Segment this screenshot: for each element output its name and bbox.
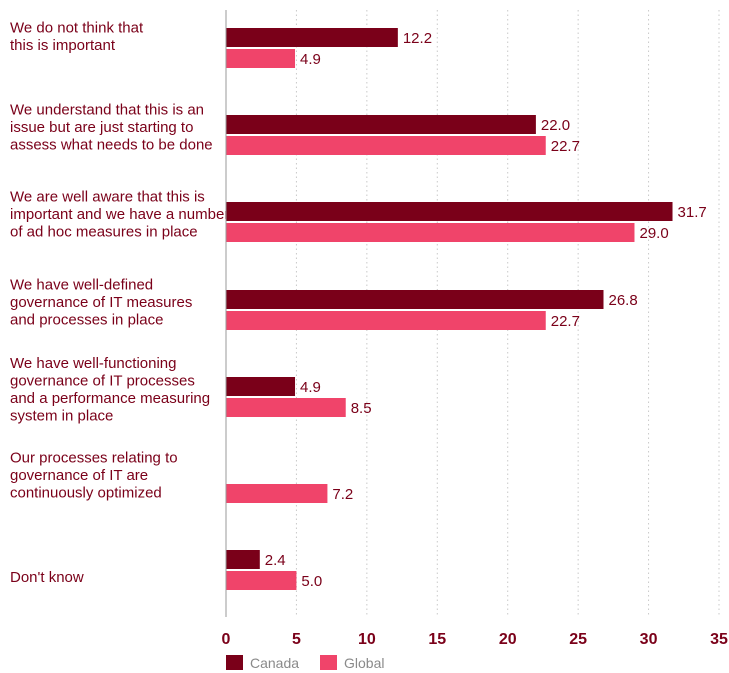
bar-global-3 (226, 311, 546, 330)
bar-global-4 (226, 398, 346, 417)
category-label-line: governance of IT processes (10, 372, 195, 389)
x-tick-label-5: 5 (292, 631, 301, 648)
bar-canada-3 (226, 290, 604, 309)
category-label-line: Our processes relating to (10, 450, 178, 467)
legend-label-canada: Canada (250, 655, 299, 671)
category-label-line: We have well-defined (10, 277, 153, 294)
category-label-line: and a performance measuring (10, 390, 210, 407)
category-label-line: of ad hoc measures in place (10, 224, 198, 241)
value-label-global-4: 8.5 (351, 400, 372, 417)
bar-canada-1 (226, 115, 536, 134)
value-label-canada-2: 31.7 (678, 204, 707, 221)
category-label-line: system in place (10, 407, 113, 424)
category-label-line: issue but are just starting to (10, 119, 193, 136)
value-label-canada-6: 2.4 (265, 552, 286, 569)
value-label-canada-0: 12.2 (403, 30, 432, 47)
value-label-global-5: 7.2 (332, 486, 353, 503)
category-label-1: We understand that this is an issue but a… (10, 102, 213, 154)
category-label-line: We have well-functioning (10, 355, 176, 372)
category-label-line: We understand that this is an (10, 102, 204, 119)
x-tick-label-10: 10 (358, 631, 376, 648)
category-label-line: assess what needs to be done (10, 137, 213, 154)
category-label-line: continuously optimized (10, 485, 162, 502)
value-label-global-0: 4.9 (300, 51, 321, 68)
category-label-line: We do not think that (10, 19, 144, 36)
legend-swatch-canada (226, 655, 243, 670)
value-label-global-6: 5.0 (301, 573, 322, 590)
value-label-global-3: 22.7 (551, 313, 580, 330)
x-tick-label-25: 25 (569, 631, 587, 648)
category-label-line: governance of IT measures (10, 294, 192, 311)
bar-canada-2 (226, 202, 673, 221)
bar-global-1 (226, 136, 546, 155)
bar-global-6 (226, 571, 297, 590)
bar-global-5 (226, 484, 328, 503)
value-label-global-1: 22.7 (551, 138, 580, 155)
category-label-line: governance of IT are (10, 467, 148, 484)
category-label-5: Our processes relating to governance of I… (10, 450, 178, 502)
x-tick-label-30: 30 (640, 631, 658, 648)
category-label-line: and processes in place (10, 312, 163, 329)
value-label-canada-1: 22.0 (541, 117, 570, 134)
x-tick-label-20: 20 (499, 631, 517, 648)
bar-canada-6 (226, 550, 260, 569)
category-label-line: this is important (10, 37, 116, 54)
value-label-canada-3: 26.8 (608, 292, 637, 309)
bar-canada-0 (226, 28, 398, 47)
legend-swatch-global (320, 655, 337, 670)
bar-global-0 (226, 49, 296, 68)
x-tick-label-35: 35 (710, 631, 728, 648)
category-label-0: We do not think that this is important (10, 19, 144, 54)
category-label-6: Don't know (10, 569, 84, 586)
category-label-line: Don't know (10, 569, 84, 586)
category-label-2: We are well aware that this is important … (10, 189, 229, 241)
value-label-global-2: 29.0 (639, 225, 668, 242)
category-label-3: We have well-defined governance of IT mea… (10, 277, 192, 329)
x-tick-label-0: 0 (222, 631, 231, 648)
legend-label-global: Global (344, 655, 384, 671)
category-label-line: important and we have a number (10, 206, 229, 223)
value-label-canada-4: 4.9 (300, 379, 321, 396)
bar-canada-4 (226, 377, 296, 396)
x-tick-label-15: 15 (428, 631, 446, 648)
bar-global-2 (226, 223, 635, 242)
category-label-line: We are well aware that this is (10, 189, 205, 206)
category-label-4: We have well-functioning governance of IT… (10, 355, 210, 425)
